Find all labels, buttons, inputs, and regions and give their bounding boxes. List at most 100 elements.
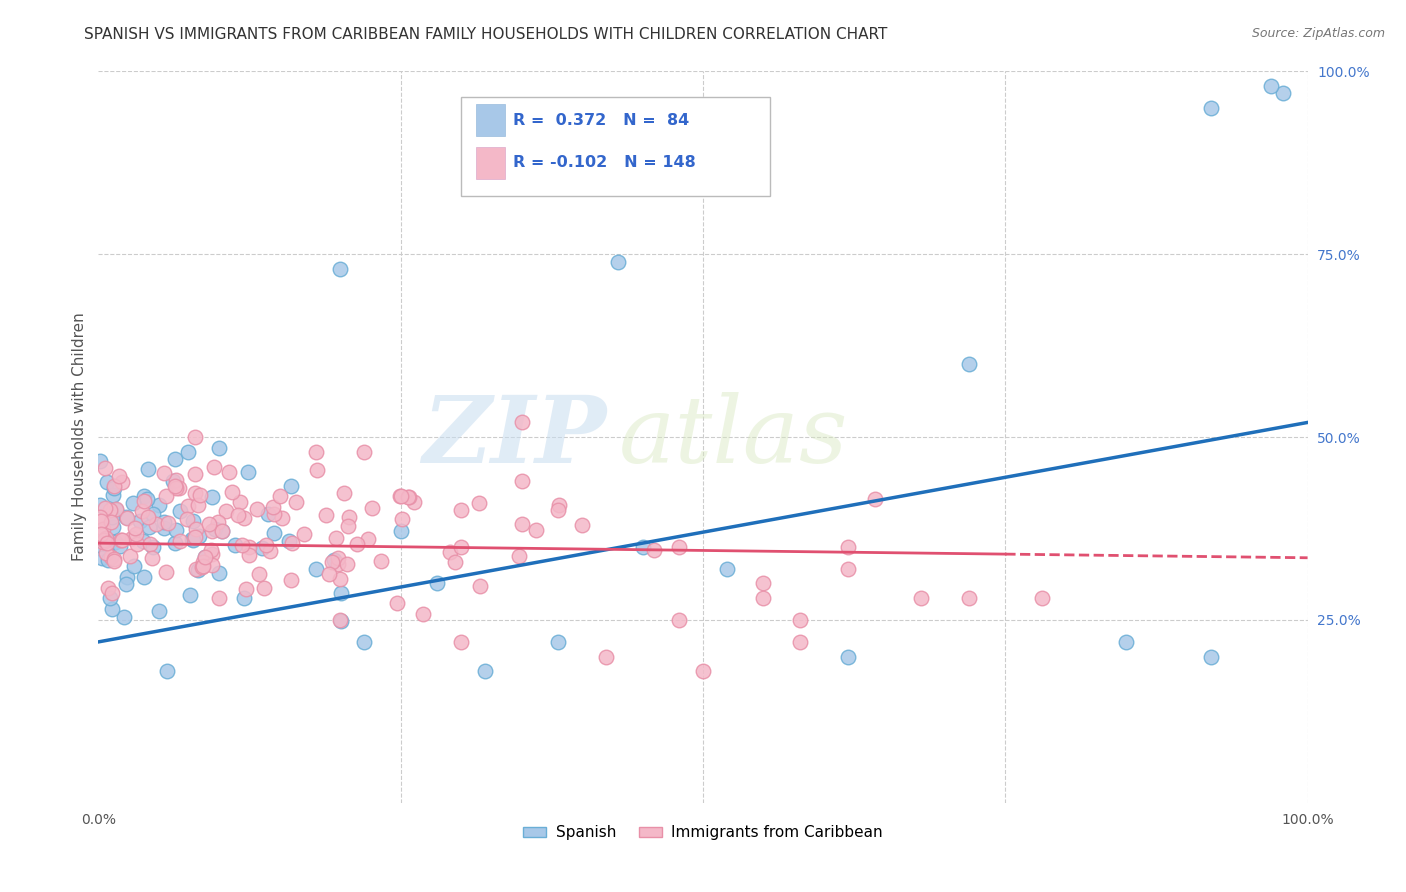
Point <box>187 529 209 543</box>
Point <box>153 516 176 530</box>
Point <box>200 542 222 557</box>
Point <box>470 579 492 593</box>
Point <box>510 516 533 531</box>
Point <box>89 499 111 513</box>
Text: SPANISH VS IMMIGRANTS FROM CARIBBEAN FAMILY HOUSEHOLDS WITH CHILDREN CORRELATION: SPANISH VS IMMIGRANTS FROM CARIBBEAN FAM… <box>84 27 887 42</box>
Point <box>142 540 165 554</box>
Point <box>139 537 162 551</box>
FancyBboxPatch shape <box>461 97 769 195</box>
Point <box>444 556 467 570</box>
Point <box>247 566 270 581</box>
Point <box>134 570 156 584</box>
Point <box>259 543 281 558</box>
FancyBboxPatch shape <box>475 147 505 179</box>
Point <box>238 549 260 563</box>
FancyBboxPatch shape <box>475 103 505 136</box>
Point <box>179 588 201 602</box>
Point <box>91 550 114 565</box>
Point <box>184 430 207 444</box>
Point <box>333 485 356 500</box>
Point <box>1031 591 1053 605</box>
Point <box>110 533 132 547</box>
Point <box>389 489 412 503</box>
Point <box>167 481 190 495</box>
Point <box>165 523 187 537</box>
Point <box>155 566 177 580</box>
Point <box>112 610 135 624</box>
Point <box>337 519 360 533</box>
Point <box>103 482 125 496</box>
Point <box>103 554 125 568</box>
Point <box>89 510 111 524</box>
Point <box>250 541 273 556</box>
Point <box>91 522 114 536</box>
Point <box>232 511 254 525</box>
Point <box>148 604 170 618</box>
Point <box>607 254 630 268</box>
Point <box>643 543 665 558</box>
Point <box>191 559 214 574</box>
Point <box>361 501 384 516</box>
Point <box>305 444 328 458</box>
Point <box>184 562 207 576</box>
Point <box>631 540 654 554</box>
Point <box>101 602 124 616</box>
Point <box>115 570 138 584</box>
Point <box>208 441 231 455</box>
Point <box>1199 649 1222 664</box>
Point <box>510 474 533 488</box>
Point <box>101 586 124 600</box>
Point <box>398 490 420 504</box>
Point <box>111 533 134 548</box>
Point <box>450 503 472 517</box>
Point <box>547 498 569 512</box>
Point <box>132 534 155 549</box>
Point <box>194 549 217 564</box>
Point <box>181 533 204 548</box>
Point <box>153 467 176 481</box>
Point <box>329 572 352 586</box>
Point <box>357 532 380 546</box>
Point <box>207 515 229 529</box>
Point <box>121 531 143 545</box>
Text: R = -0.102   N = 148: R = -0.102 N = 148 <box>513 155 696 170</box>
Point <box>752 591 775 605</box>
Point <box>87 541 110 555</box>
Point <box>141 551 163 566</box>
Point <box>136 462 159 476</box>
Point <box>439 545 461 559</box>
Point <box>426 576 449 591</box>
Point <box>100 515 122 529</box>
Point <box>280 478 302 492</box>
Point <box>329 261 352 276</box>
Point <box>120 549 142 563</box>
Point <box>326 551 349 566</box>
Point <box>595 649 617 664</box>
Point <box>101 487 124 501</box>
Point <box>271 511 294 525</box>
Point <box>323 553 346 567</box>
Point <box>292 526 315 541</box>
Point <box>169 504 191 518</box>
Point <box>94 533 117 547</box>
Point <box>668 540 690 554</box>
Point <box>105 502 128 516</box>
Point <box>211 524 233 538</box>
Point <box>105 503 128 517</box>
Point <box>235 582 257 597</box>
Point <box>211 524 233 538</box>
Point <box>90 526 112 541</box>
Point <box>1260 78 1282 93</box>
Point <box>98 503 121 517</box>
Point <box>391 512 413 526</box>
Point <box>263 507 285 521</box>
Point <box>201 558 224 572</box>
Point <box>1272 87 1295 101</box>
Point <box>285 495 308 509</box>
Point <box>325 531 347 545</box>
Point <box>450 635 472 649</box>
Point <box>115 576 138 591</box>
Point <box>315 508 337 522</box>
Point <box>96 536 118 550</box>
Text: Source: ZipAtlas.com: Source: ZipAtlas.com <box>1251 27 1385 40</box>
